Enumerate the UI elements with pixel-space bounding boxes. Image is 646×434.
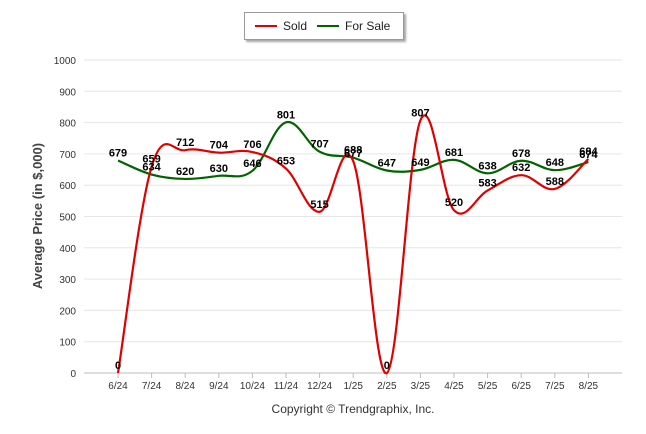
sold-data-label: 0	[115, 360, 121, 372]
legend-item-for-sale[interactable]: For Sale	[317, 19, 390, 33]
x-tick-label: 5/25	[478, 381, 498, 392]
sold-data-label: 704	[210, 140, 229, 152]
y-axis-title: Average Price (in $,000)	[30, 143, 45, 289]
sold-data-label: 0	[384, 360, 390, 372]
y-tick-label: 700	[59, 150, 76, 161]
for-sale-data-label: 647	[378, 157, 396, 169]
y-tick-label: 300	[59, 275, 76, 286]
y-tick-label: 900	[59, 87, 76, 98]
for-sale-data-label: 678	[512, 148, 530, 160]
for-sale-data-label: 707	[310, 139, 328, 151]
for-sale-data-label: 646	[243, 158, 261, 170]
x-tick-label: 4/25	[444, 381, 464, 392]
for-sale-data-label: 630	[210, 163, 228, 175]
y-tick-label: 600	[59, 181, 76, 192]
sold-data-label: 653	[277, 156, 295, 168]
sold-data-label: 706	[243, 139, 261, 151]
for-sale-data-label: 801	[277, 109, 295, 121]
legend: Sold For Sale	[244, 12, 404, 40]
x-tick-label: 1/25	[343, 381, 363, 392]
grid-lines	[84, 59, 622, 343]
sold-data-label: 677	[344, 148, 362, 160]
for-sale-data-label: 648	[546, 157, 564, 169]
sold-data-label: 684	[579, 146, 598, 158]
x-tick-label: 10/24	[240, 381, 265, 392]
for-sale-data-label: 649	[411, 157, 429, 169]
y-tick-label: 200	[59, 306, 76, 317]
sold-data-label: 807	[411, 107, 429, 119]
x-tick-label: 6/25	[511, 381, 531, 392]
y-tick-label: 100	[59, 338, 76, 349]
series-lines	[116, 114, 590, 375]
y-tick-label: 0	[70, 369, 76, 380]
data-labels: 0 659 712 704 706 653 515 677 0 807 520 583 632 588 68…	[109, 107, 599, 372]
sold-data-label: 583	[478, 178, 496, 190]
sold-data-label: 712	[176, 137, 194, 149]
x-tick-label: 7/25	[545, 381, 565, 392]
for-sale-swatch-icon	[317, 25, 339, 27]
for-sale-data-label: 620	[176, 166, 194, 178]
y-tick-label: 800	[59, 119, 76, 130]
legend-label-for-sale: For Sale	[345, 19, 391, 33]
sold-data-label: 588	[546, 176, 564, 188]
sold-series-line	[116, 114, 590, 375]
y-tick-label: 400	[59, 244, 76, 255]
sold-data-label: 632	[512, 162, 530, 174]
for-sale-data-label: 681	[445, 147, 463, 159]
for-sale-series-line	[117, 121, 589, 181]
y-tick-labels: 0 100 200 300 400 500 600 700 800 900 1000	[54, 56, 77, 380]
x-tick-label: 9/24	[209, 381, 229, 392]
for-sale-data-label: 679	[109, 147, 127, 159]
y-tick-label: 500	[59, 213, 76, 224]
sold-swatch-icon	[255, 25, 277, 27]
x-tick-label: 6/24	[108, 381, 128, 392]
x-tick-label: 8/24	[175, 381, 195, 392]
sold-data-label: 659	[142, 154, 160, 166]
sold-data-label: 520	[445, 197, 463, 209]
x-tick-label: 7/24	[142, 381, 162, 392]
for-sale-data-label: 634	[142, 162, 161, 174]
for-sale-data-label: 674	[579, 149, 598, 161]
copyright-text: Copyright © Trendgraphix, Inc.	[272, 402, 435, 416]
for-sale-data-label: 638	[478, 160, 496, 172]
y-tick-label: 1000	[54, 56, 77, 67]
x-tick-label: 8/25	[579, 381, 599, 392]
x-tick-labels: 6/24 7/24 8/24 9/24 10/24 11/24 12/24 1/25 2/25 3…	[108, 373, 599, 392]
x-tick-label: 2/25	[377, 381, 397, 392]
legend-item-sold[interactable]: Sold	[255, 19, 307, 33]
for-sale-data-label: 688	[344, 145, 362, 157]
x-tick-label: 11/24	[274, 381, 299, 392]
x-tick-label: 12/24	[307, 381, 332, 392]
sold-data-label: 515	[310, 199, 328, 211]
x-tick-label: 3/25	[411, 381, 431, 392]
legend-label-sold: Sold	[283, 19, 308, 33]
